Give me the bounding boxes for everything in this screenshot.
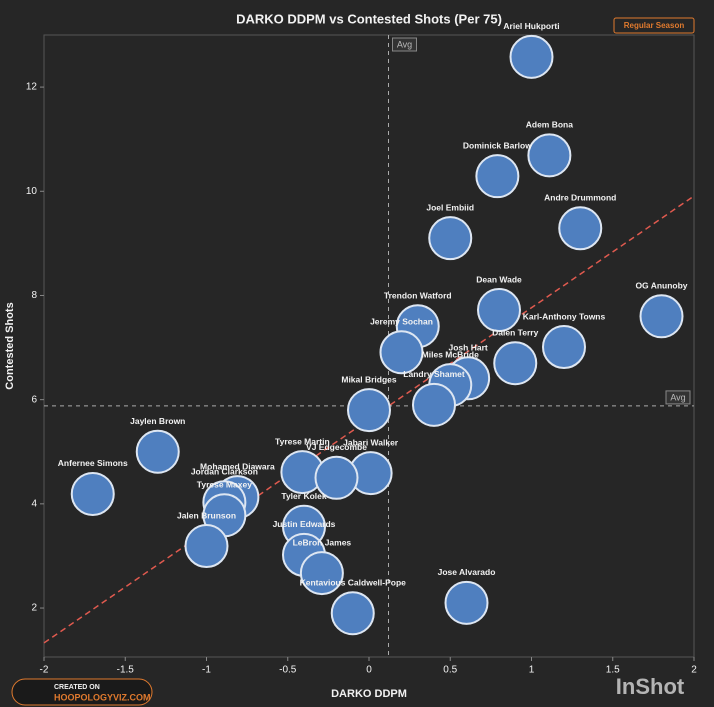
player-point <box>477 288 521 333</box>
player-point <box>299 551 344 596</box>
player-label: Trendon Watford <box>384 290 452 300</box>
player-point <box>428 216 473 261</box>
badge-box <box>613 17 695 34</box>
avg-tag: Avg <box>397 39 412 49</box>
player-label: Tyrese Martin <box>275 436 330 446</box>
player-point <box>493 341 538 386</box>
watermark: InShot <box>616 674 685 699</box>
player-label: Jabari Walker <box>343 437 399 447</box>
player-label: Jose Alvarado <box>438 567 496 577</box>
player-point <box>509 34 554 79</box>
plot-frame <box>43 34 695 658</box>
player-point <box>314 455 359 500</box>
y-tick-label: 2 <box>31 603 37 614</box>
player-point <box>558 206 603 251</box>
player-label: Dominick Barlow <box>463 140 532 150</box>
player-label: Kentavious Caldwell-Pope <box>300 577 407 587</box>
chart-title: DARKO DDPM vs Contested Shots (Per 75) <box>236 11 502 26</box>
y-tick-label: 6 <box>31 394 37 405</box>
player-label: Tyler Kolek <box>281 491 326 501</box>
x-tick-label: 0 <box>366 665 372 676</box>
player-label: VJ Edgecombe <box>306 442 367 452</box>
x-tick-label: -2 <box>40 665 49 676</box>
player-point <box>184 524 229 569</box>
y-tick-label: 8 <box>31 290 37 301</box>
player-point <box>527 133 572 178</box>
badge: Regular Season <box>624 21 685 30</box>
player-label: Andre Drummond <box>544 193 616 203</box>
player-point <box>379 330 424 375</box>
player-point <box>330 591 375 636</box>
player-point <box>347 388 391 433</box>
avg-tag-box <box>392 37 417 52</box>
brand-line1: CREATED ON <box>54 684 100 691</box>
player-point <box>135 429 180 474</box>
player-label: Josh Hart <box>449 343 488 353</box>
player-label: Tyrese Maxey <box>197 480 252 490</box>
player-label: OG Anunoby <box>635 281 687 291</box>
player-label: Ariel Hukporti <box>503 21 559 31</box>
player-point <box>639 294 684 339</box>
player-point <box>444 580 489 625</box>
player-label: Anfernee Simons <box>58 458 128 468</box>
y-tick-label: 12 <box>26 82 38 93</box>
player-label: Justin Edwards <box>273 519 336 529</box>
player-label: Mohamed Diawara <box>200 461 275 471</box>
avg-tag: Avg <box>670 392 685 402</box>
player-label: Dalen Terry <box>492 327 538 337</box>
player-label: Jaylen Brown <box>130 416 185 426</box>
x-axis-label: DARKO DDPM <box>331 688 407 700</box>
player-label: Jalen Brunson <box>177 510 236 520</box>
player-label: Joel Embiid <box>426 202 474 212</box>
brand-line2: HOOPOLOGYVIZ.COM <box>54 692 151 702</box>
x-tick-label: 1.5 <box>606 665 620 676</box>
x-tick-label: -1 <box>202 665 211 676</box>
player-label: Miles McBride <box>422 349 479 359</box>
x-tick-label: 2 <box>691 665 697 676</box>
y-tick-label: 10 <box>26 186 38 197</box>
y-tick-label: 4 <box>31 498 37 509</box>
player-point <box>412 382 456 427</box>
player-label: Karl-Anthony Towns <box>523 311 606 321</box>
y-axis-label: Contested Shots <box>4 302 16 389</box>
player-label: Dean Wade <box>476 274 522 284</box>
player-label: Adem Bona <box>526 120 574 130</box>
player-label: Jeremy Sochan <box>370 317 433 327</box>
player-label: Mikal Bridges <box>341 374 397 384</box>
player-point <box>70 471 115 516</box>
player-label: Landry Shamet <box>403 369 465 379</box>
player-label: LeBron James <box>293 537 352 547</box>
x-tick-label: -1.5 <box>117 665 135 676</box>
avg-tag-box <box>665 390 691 405</box>
brand-box <box>11 678 153 706</box>
player-label: Jordan Clarkson <box>191 467 258 477</box>
x-tick-label: -0.5 <box>279 665 297 676</box>
x-tick-label: 0.5 <box>443 665 457 676</box>
x-tick-label: 1 <box>529 665 535 676</box>
player-point <box>542 325 586 370</box>
player-point <box>475 154 520 199</box>
